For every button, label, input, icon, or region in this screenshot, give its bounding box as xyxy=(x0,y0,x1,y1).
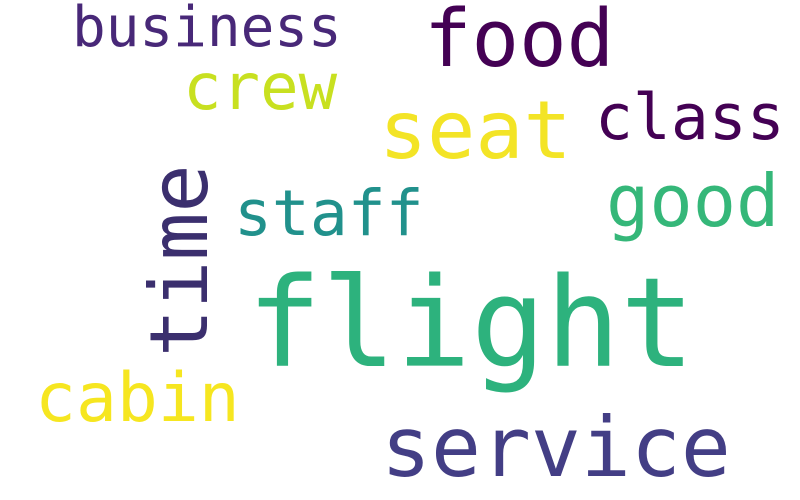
word-cabin: cabin xyxy=(35,359,240,438)
word-service: service xyxy=(381,399,731,496)
word-time: time xyxy=(133,164,226,357)
word-flight: flight xyxy=(247,252,695,396)
word-class: class xyxy=(595,81,785,154)
word-staff: staff xyxy=(234,177,424,250)
word-good: good xyxy=(606,159,780,243)
word-business: business xyxy=(72,0,342,60)
word-seat: seat xyxy=(379,84,572,177)
word-crew: crew xyxy=(183,51,338,125)
word-food: food xyxy=(424,0,615,85)
